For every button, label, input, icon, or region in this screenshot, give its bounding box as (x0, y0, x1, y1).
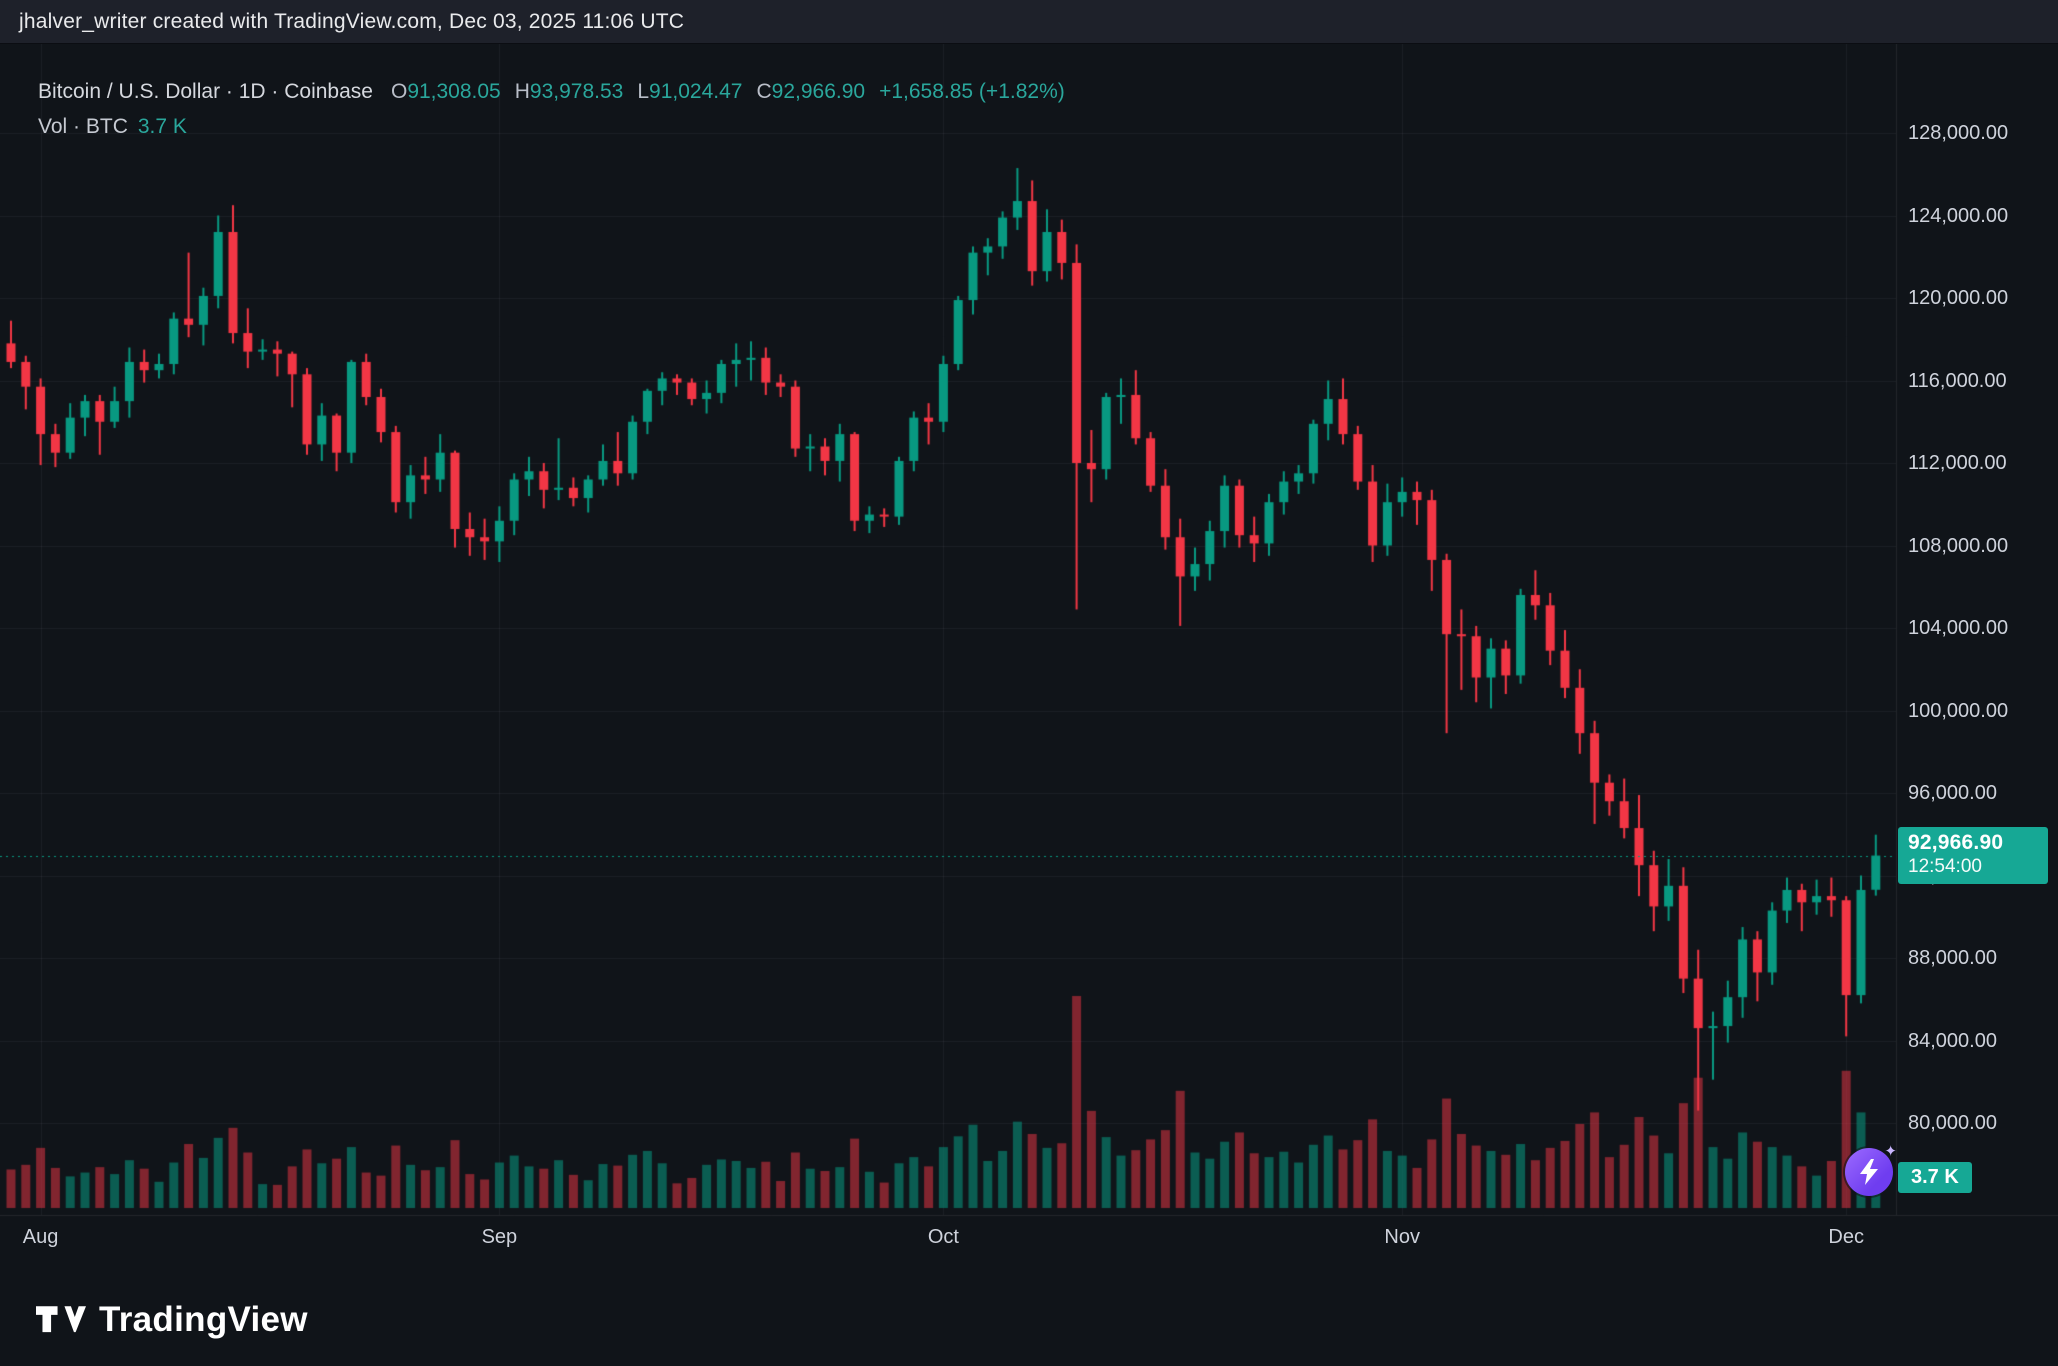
price-axis[interactable]: 128,000.00 124,000.00 120,000.00 116,000.00… (1896, 44, 2058, 1215)
chart-legend: Bitcoin / U.S. Dollar · 1D · Coinbase O91… (38, 74, 1065, 144)
last-price-badge: 92,966.90 12:54:00 (1898, 826, 2048, 884)
open-value: 91,308.05 (407, 80, 501, 103)
tradingview-wordmark: TradingView (99, 1300, 308, 1339)
price-axis-label: 88,000.00 (1908, 947, 1997, 969)
price-axis-label: 80,000.00 (1908, 1112, 1997, 1134)
tradingview-logo-icon (36, 1306, 86, 1333)
symbol-title[interactable]: Bitcoin / U.S. Dollar · 1D · Coinbase (38, 80, 373, 103)
price-axis-label: 108,000.00 (1908, 534, 2009, 557)
legend-line-symbol: Bitcoin / U.S. Dollar · 1D · Coinbase O91… (38, 74, 1065, 109)
price-axis-label: 100,000.00 (1908, 699, 2009, 722)
time-axis[interactable]: Aug Sep Oct Nov Dec (0, 1215, 1896, 1262)
change-value: +1,658.85 (+1.82%) (879, 80, 1065, 103)
attribution-text: jhalver_writer created with TradingView.… (19, 9, 685, 33)
time-axis-label: Aug (22, 1226, 59, 1248)
volume-series-value: 3.7 K (137, 115, 187, 138)
price-axis-label: 84,000.00 (1908, 1029, 1997, 1052)
supercharts-lightning-icon: ✦ (1845, 1144, 1897, 1196)
attribution-bar: jhalver_writer created with TradingView.… (0, 0, 2058, 44)
price-axis-label: 96,000.00 (1908, 782, 1997, 804)
volume-badge: 3.7 K (1898, 1162, 1972, 1194)
close-label: C (756, 80, 772, 103)
time-axis-label: Nov (1384, 1226, 1420, 1248)
high-value: 93,978.53 (529, 80, 624, 103)
open-label: O (390, 80, 408, 103)
price-axis-label: 104,000.00 (1908, 617, 2009, 639)
price-axis-label: 112,000.00 (1908, 452, 2007, 474)
time-axis-label: Oct (927, 1226, 959, 1248)
bar-countdown: 12:54:00 (1908, 855, 1982, 877)
price-axis-label: 124,000.00 (1908, 204, 2009, 227)
low-label: L (637, 80, 650, 103)
price-axis-label: 120,000.00 (1908, 287, 2009, 309)
tradingview-branding[interactable]: TradingView (36, 1300, 308, 1340)
close-value: 92,966.90 (771, 80, 866, 103)
volume-series-label[interactable]: Vol · BTC (38, 115, 128, 138)
high-label: H (514, 80, 530, 103)
sparkle-icon: ✦ (1884, 1143, 1897, 1160)
volume-badge-value: 3.7 K (1911, 1166, 1959, 1189)
legend-line-volume: Vol · BTC 3.7 K (38, 109, 1065, 144)
lightning-bolt-icon (1860, 1159, 1878, 1185)
price-axis-label: 128,000.00 (1908, 122, 2009, 144)
price-axis-label: 116,000.00 (1908, 369, 2007, 392)
time-axis-label: Dec (1828, 1226, 1864, 1248)
last-price-value: 92,966.90 (1908, 830, 2004, 854)
low-value: 91,024.47 (649, 80, 743, 103)
time-axis-label: Sep (481, 1226, 518, 1248)
